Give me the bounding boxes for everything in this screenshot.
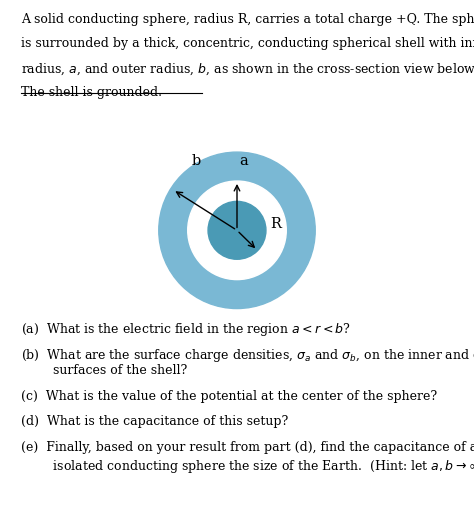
Text: R: R	[271, 217, 282, 231]
Text: (a)  What is the electric field in the region $a < r < b$?: (a) What is the electric field in the re…	[21, 321, 351, 338]
Text: surfaces of the shell?: surfaces of the shell?	[21, 364, 188, 377]
Text: The shell is grounded.: The shell is grounded.	[21, 86, 162, 99]
Text: (e)  Finally, based on your result from part (d), find the capacitance of an: (e) Finally, based on your result from p…	[21, 441, 474, 454]
Text: (c)  What is the value of the potential at the center of the sphere?: (c) What is the value of the potential a…	[21, 390, 438, 403]
Text: a: a	[240, 154, 248, 168]
Text: radius, $a$, and outer radius, $b$, as shown in the cross-section view below.: radius, $a$, and outer radius, $b$, as s…	[21, 62, 474, 77]
Text: b: b	[191, 154, 201, 168]
Text: is surrounded by a thick, concentric, conducting spherical shell with inner: is surrounded by a thick, concentric, co…	[21, 37, 474, 50]
Circle shape	[208, 202, 266, 259]
Text: (b)  What are the surface charge densities, $\sigma_a$ and $\sigma_b$, on the in: (b) What are the surface charge densitie…	[21, 347, 474, 364]
Text: isolated conducting sphere the size of the Earth.  (Hint: let $a, b \rightarrow : isolated conducting sphere the size of t…	[21, 459, 474, 475]
Circle shape	[188, 181, 286, 279]
Text: A solid conducting sphere, radius R, carries a total charge +Q. The sphere: A solid conducting sphere, radius R, car…	[21, 13, 474, 26]
Circle shape	[159, 152, 315, 308]
Text: (d)  What is the capacitance of this setup?: (d) What is the capacitance of this setu…	[21, 415, 289, 429]
